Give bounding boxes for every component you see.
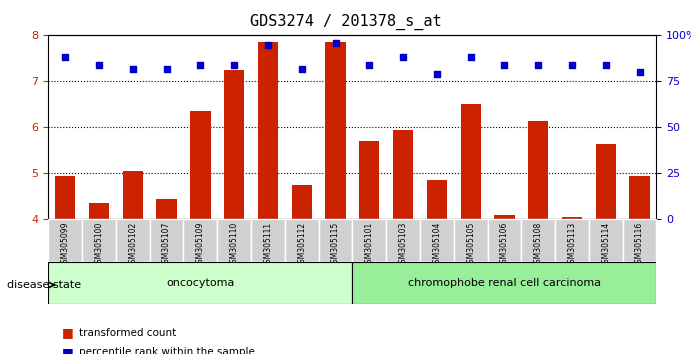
Text: ■: ■	[62, 326, 74, 339]
FancyBboxPatch shape	[386, 219, 420, 262]
Bar	[494, 215, 515, 219]
Point	[465, 55, 476, 60]
Text: GSM305113: GSM305113	[567, 222, 576, 268]
Bar	[258, 42, 278, 219]
FancyBboxPatch shape	[319, 219, 352, 262]
Text: ■: ■	[62, 346, 74, 354]
FancyBboxPatch shape	[555, 219, 589, 262]
FancyBboxPatch shape	[589, 219, 623, 262]
Text: chromophobe renal cell carcinoma: chromophobe renal cell carcinoma	[408, 278, 601, 288]
Point	[397, 55, 408, 60]
Text: GSM305107: GSM305107	[162, 222, 171, 268]
Text: GSM305112: GSM305112	[297, 222, 306, 268]
Bar	[359, 141, 379, 219]
FancyBboxPatch shape	[184, 219, 217, 262]
Point	[499, 62, 510, 68]
Text: percentile rank within the sample: percentile rank within the sample	[79, 347, 256, 354]
FancyBboxPatch shape	[251, 219, 285, 262]
Text: GSM305115: GSM305115	[331, 222, 340, 268]
Text: GSM305105: GSM305105	[466, 222, 475, 268]
FancyBboxPatch shape	[150, 219, 184, 262]
FancyBboxPatch shape	[116, 219, 150, 262]
Text: GSM305099: GSM305099	[61, 222, 70, 268]
Text: GSM305116: GSM305116	[635, 222, 644, 268]
Bar	[596, 143, 616, 219]
Text: transformed count: transformed count	[79, 328, 177, 338]
Bar	[325, 42, 346, 219]
Text: GSM305109: GSM305109	[196, 222, 205, 268]
Point	[59, 55, 70, 60]
Text: GSM305111: GSM305111	[263, 222, 272, 268]
FancyBboxPatch shape	[82, 219, 116, 262]
Point	[330, 40, 341, 46]
Point	[567, 62, 578, 68]
FancyBboxPatch shape	[454, 219, 488, 262]
Bar	[156, 199, 177, 219]
FancyBboxPatch shape	[623, 219, 656, 262]
FancyBboxPatch shape	[217, 219, 251, 262]
Text: GSM305114: GSM305114	[601, 222, 610, 268]
Text: GSM305104: GSM305104	[433, 222, 442, 268]
Bar	[427, 181, 447, 219]
Point	[533, 62, 544, 68]
Text: GSM305110: GSM305110	[229, 222, 238, 268]
FancyBboxPatch shape	[48, 262, 352, 304]
Bar	[562, 217, 582, 219]
Bar	[630, 176, 650, 219]
Bar	[528, 120, 549, 219]
Text: disease state: disease state	[7, 280, 81, 290]
Point	[229, 62, 240, 68]
Point	[263, 42, 274, 47]
Text: GSM305106: GSM305106	[500, 222, 509, 268]
FancyBboxPatch shape	[420, 219, 454, 262]
Bar	[460, 104, 481, 219]
FancyBboxPatch shape	[352, 262, 656, 304]
FancyBboxPatch shape	[48, 219, 82, 262]
Text: GDS3274 / 201378_s_at: GDS3274 / 201378_s_at	[249, 14, 442, 30]
Point	[127, 66, 138, 72]
Point	[195, 62, 206, 68]
Point	[161, 66, 172, 72]
Text: GSM305108: GSM305108	[533, 222, 542, 268]
Bar	[190, 111, 211, 219]
FancyBboxPatch shape	[488, 219, 521, 262]
Text: GSM305100: GSM305100	[95, 222, 104, 268]
Point	[296, 66, 307, 72]
Text: oncocytoma: oncocytoma	[167, 278, 234, 288]
FancyBboxPatch shape	[521, 219, 555, 262]
Point	[600, 62, 612, 68]
Point	[634, 69, 645, 75]
FancyBboxPatch shape	[285, 219, 319, 262]
Text: GSM305103: GSM305103	[399, 222, 408, 268]
Point	[93, 62, 104, 68]
Point	[431, 71, 442, 77]
Bar	[89, 203, 109, 219]
Text: GSM305101: GSM305101	[365, 222, 374, 268]
Bar	[292, 185, 312, 219]
FancyBboxPatch shape	[352, 219, 386, 262]
Bar	[224, 70, 245, 219]
Text: GSM305102: GSM305102	[129, 222, 138, 268]
Point	[363, 62, 375, 68]
Bar	[393, 130, 413, 219]
Bar	[55, 176, 75, 219]
Bar	[123, 171, 143, 219]
